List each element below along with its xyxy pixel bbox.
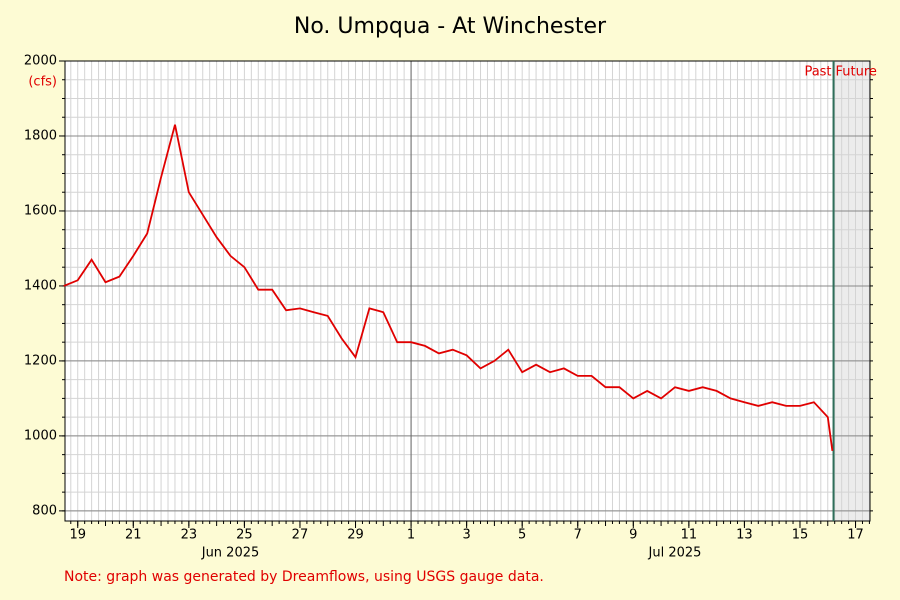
y-tick-label: 1000: [24, 428, 57, 443]
y-tick-label: 1400: [24, 278, 57, 293]
y-tick-label: 1600: [24, 203, 57, 218]
y-axis-label: (cfs): [28, 75, 57, 90]
month-label: Jun 2025: [201, 546, 260, 561]
plot-area: [65, 61, 870, 521]
x-tick-label: 17: [847, 528, 864, 543]
x-tick-label: 27: [292, 528, 309, 543]
x-tick-label: 15: [792, 528, 809, 543]
plot-frame: [64, 60, 871, 522]
x-tick-label: 7: [574, 528, 582, 543]
x-tick-label: 29: [347, 528, 364, 543]
month-label: Jul 2025: [648, 546, 702, 561]
chart-title: No. Umpqua - At Winchester: [294, 14, 607, 39]
x-tick-label: 5: [518, 528, 526, 543]
future-area: [833, 61, 870, 521]
x-tick-label: 9: [629, 528, 637, 543]
flow-line: [63, 124, 834, 452]
past-label: Past: [804, 65, 831, 80]
x-tick-label: 19: [69, 528, 86, 543]
x-tick-label: 21: [125, 528, 142, 543]
x-tick-label: 23: [181, 528, 198, 543]
y-tick-label: 2000: [24, 54, 57, 69]
note: Note: graph was generated by Dreamflows,…: [64, 569, 544, 585]
x-tick-label: 25: [236, 528, 253, 543]
x-tick-label: 13: [736, 528, 753, 543]
x-tick-label: 1: [407, 528, 415, 543]
y-tick-label: 800: [32, 503, 57, 518]
x-tick-label: 11: [681, 528, 698, 543]
y-tick-label: 1800: [24, 128, 57, 143]
y-tick-label: 1200: [24, 353, 57, 368]
future-label: Future: [836, 65, 877, 80]
x-tick-label: 3: [462, 528, 470, 543]
